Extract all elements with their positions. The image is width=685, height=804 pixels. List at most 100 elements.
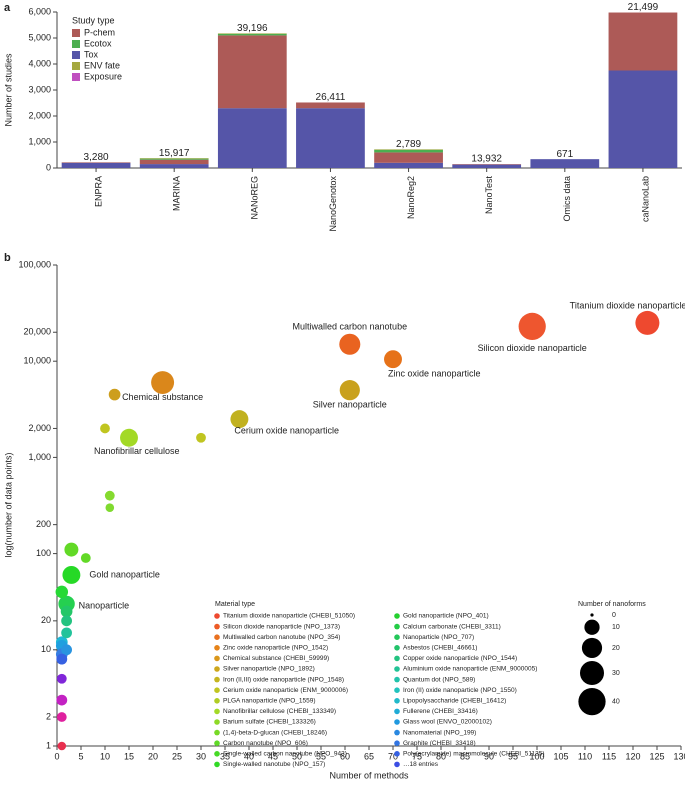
legend-label: Tox	[84, 49, 99, 59]
point	[518, 312, 546, 341]
bar-segment	[296, 102, 365, 109]
point-label: Cerium oxide nanoparticle	[234, 425, 339, 435]
x-tick-label: 100	[529, 751, 544, 761]
size-legend-label: 40	[612, 698, 620, 705]
legend-label: Aluminium oxide nanoparticle (ENM_900000…	[403, 666, 537, 673]
legend-label: Nanofibrillar cellulose (CHEBI_133349)	[223, 708, 336, 715]
y-tick-label: 100,000	[18, 259, 51, 269]
legend-label: Poly(acrylamide) macromolecule (CHEBI_51…	[403, 751, 545, 758]
bar-segment	[452, 164, 522, 165]
x-tick-label: 0	[54, 751, 59, 761]
y-tick-label: 10	[41, 644, 51, 654]
point	[80, 553, 91, 563]
bar-segment	[374, 149, 443, 153]
x-tick-label: 35	[220, 751, 230, 761]
x-tick-label: 115	[602, 751, 616, 761]
point-label: Silver nanoparticle	[313, 400, 387, 410]
legend-dot	[394, 698, 400, 704]
legend-dot	[394, 719, 400, 725]
y-tick-label: 1	[46, 740, 51, 750]
y-tick-label: 0	[46, 162, 51, 172]
bar-segment	[452, 164, 522, 168]
bar-segment	[530, 159, 600, 168]
x-tick-label: 110	[578, 751, 592, 761]
x-tick-label: MARINA	[172, 176, 182, 211]
legend-dot	[214, 666, 220, 672]
legend-label: Gold nanoparticle (NPO_401)	[403, 613, 489, 620]
point-label: Titanium dioxide nanoparticle	[570, 300, 685, 310]
y-tick-label: 200	[36, 519, 51, 529]
legend-dot	[214, 751, 220, 757]
legend-dot	[394, 655, 400, 662]
x-tick-label: 75	[412, 751, 422, 761]
size-legend-label: 10	[612, 624, 620, 631]
x-tick-label: Omics data	[562, 176, 572, 222]
size-legend-circle	[578, 688, 606, 716]
legend-label: Cerium oxide nanoparticle (ENM_9000006)	[223, 687, 348, 694]
bar-top-label: 2,789	[396, 139, 421, 150]
point	[339, 380, 360, 401]
x-tick-label: 80	[436, 751, 446, 761]
legend-label: Barium sulfate (CHEBI_133326)	[223, 719, 316, 726]
legend-label: Iron (II,III) oxide nanoparticle (NPO_15…	[223, 676, 344, 683]
y-tick-label: 1,000	[28, 136, 51, 146]
y-tick-label: 20	[41, 615, 51, 625]
legend-label: ENV fate	[84, 60, 120, 70]
legend-dot	[214, 634, 220, 640]
bar-segment	[374, 152, 443, 163]
y-tick-label: 100	[36, 548, 51, 558]
point	[55, 585, 69, 599]
x-tick-label: 45	[268, 751, 278, 761]
legend-label: Glass wool (ENVO_02000102)	[403, 719, 492, 726]
x-tick-label: 40	[244, 751, 254, 761]
size-legend-circle	[590, 613, 594, 617]
point	[196, 432, 206, 443]
legend-label: Zinc oxide nanoparticle (NPO_1542)	[223, 645, 328, 652]
legend-label: Titanium dioxide nanoparticle (CHEBI_510…	[223, 613, 355, 620]
bar-segment	[608, 70, 678, 168]
legend-label: Nanomaterial (NPO_199)	[403, 729, 476, 736]
x-tick-label: NanoGenotox	[328, 176, 338, 232]
x-tick-label: 95	[508, 751, 518, 761]
point-label: Nanoparticle	[79, 600, 130, 610]
point	[57, 741, 67, 751]
panel-label: a	[4, 2, 11, 14]
y-tick-label: 20,000	[23, 327, 51, 337]
point-label: Nanofibrillar cellulose	[94, 446, 180, 456]
point	[61, 627, 72, 639]
point	[120, 428, 138, 447]
x-tick-label: 25	[172, 751, 182, 761]
point	[61, 615, 72, 627]
x-tick-label: 60	[340, 751, 350, 761]
bar-segment	[217, 108, 287, 168]
x-tick-label: 15	[124, 751, 134, 761]
bar-segment	[61, 162, 131, 168]
x-tick-label: 130	[673, 751, 685, 761]
legend-label: P-chem	[84, 27, 115, 37]
x-tick-label: 65	[364, 751, 374, 761]
legend-dot	[214, 645, 220, 651]
bar-segment	[139, 159, 209, 165]
legend-label: Fullerene (CHEBI_33416)	[403, 708, 478, 715]
legend-swatch	[72, 73, 80, 81]
point-label: Gold nanoparticle	[89, 569, 160, 579]
point	[60, 605, 73, 618]
bar-segment	[61, 162, 131, 163]
y-tick-label: 3,000	[28, 84, 51, 94]
legend-dot	[394, 761, 400, 768]
legend-dot	[214, 719, 220, 725]
point	[230, 410, 249, 429]
legend-label: Exposure	[84, 71, 122, 81]
legend-dot	[394, 729, 400, 736]
legend-dot	[394, 708, 400, 715]
size-legend-label: 20	[612, 645, 620, 652]
point	[339, 333, 361, 355]
bar-top-label: 13,932	[471, 154, 502, 165]
bar-segment	[139, 158, 209, 160]
point	[635, 310, 660, 335]
bar-top-label: 3,280	[84, 152, 109, 163]
legend-label: (1,4)-beta-D-glucan (CHEBI_18246)	[223, 729, 327, 736]
bar-segment	[296, 108, 365, 168]
legend-label: Carbon nanotube (NPO_606)	[223, 740, 308, 747]
